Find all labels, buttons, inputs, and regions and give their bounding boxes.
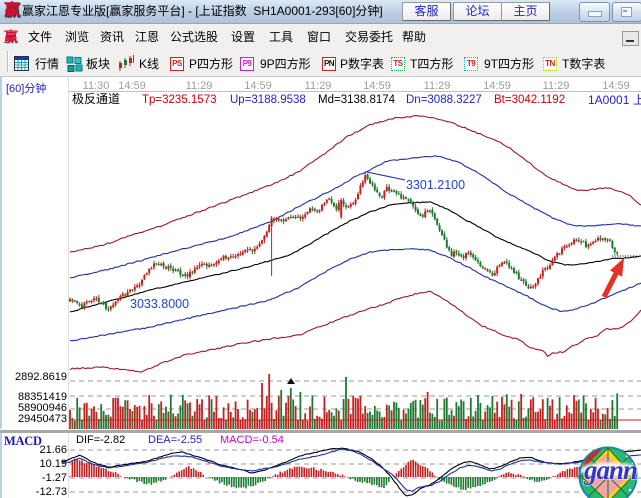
- svg-text:gann: gann: [583, 455, 637, 485]
- svg-text:‹: ‹: [577, 468, 582, 484]
